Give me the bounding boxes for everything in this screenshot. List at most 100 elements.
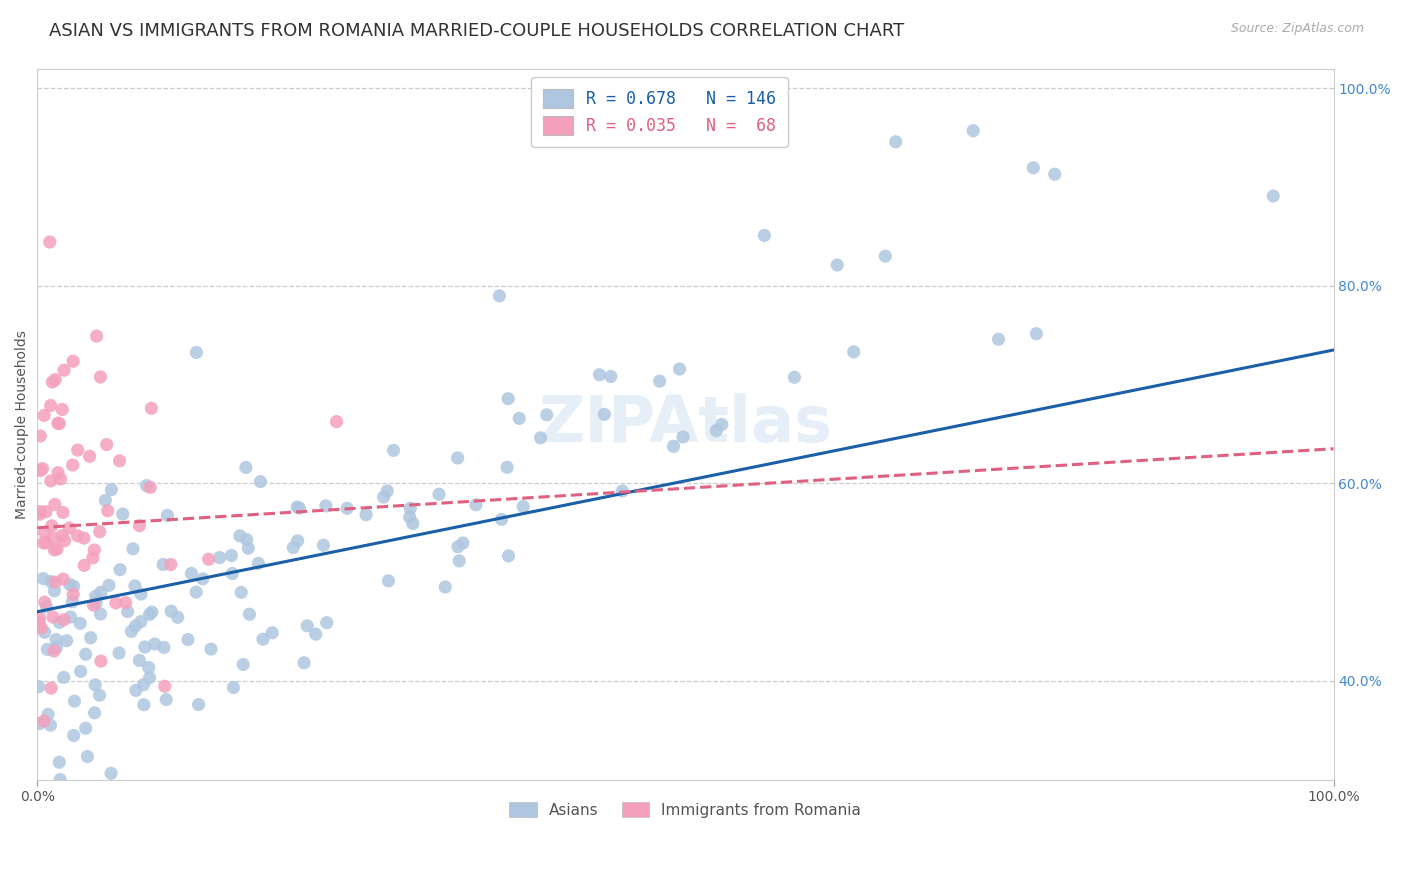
Point xyxy=(124,579,146,593)
Point xyxy=(117,605,139,619)
Point xyxy=(96,437,118,451)
Point xyxy=(28,508,51,522)
Point xyxy=(141,401,163,416)
Point xyxy=(55,633,77,648)
Point xyxy=(842,344,865,359)
Point xyxy=(427,487,450,501)
Point xyxy=(32,536,55,550)
Point xyxy=(31,621,53,635)
Point xyxy=(44,583,66,598)
Point xyxy=(30,429,52,443)
Point xyxy=(754,228,776,243)
Point xyxy=(52,613,75,627)
Point xyxy=(668,362,690,376)
Point xyxy=(1022,161,1045,175)
Point xyxy=(111,507,134,521)
Point xyxy=(451,536,474,550)
Point xyxy=(32,714,55,728)
Point xyxy=(208,550,231,565)
Point xyxy=(89,607,111,621)
Point xyxy=(34,625,56,640)
Point xyxy=(84,596,107,610)
Point xyxy=(66,443,89,458)
Point xyxy=(488,289,510,303)
Point xyxy=(79,631,101,645)
Point xyxy=(285,500,308,514)
Point xyxy=(612,483,634,498)
Point xyxy=(446,450,468,465)
Point xyxy=(28,505,51,519)
Point xyxy=(41,518,63,533)
Point xyxy=(710,417,733,432)
Point xyxy=(51,528,73,542)
Point xyxy=(247,557,270,571)
Point xyxy=(44,575,66,590)
Point xyxy=(152,558,174,572)
Point xyxy=(447,540,470,554)
Point xyxy=(39,718,62,732)
Point xyxy=(464,498,486,512)
Point xyxy=(200,642,222,657)
Point xyxy=(283,541,305,555)
Point xyxy=(160,558,183,572)
Point xyxy=(235,533,257,547)
Point xyxy=(197,552,219,566)
Point xyxy=(125,683,148,698)
Point xyxy=(315,499,337,513)
Point xyxy=(75,721,97,735)
Point xyxy=(186,585,208,599)
Point xyxy=(62,729,84,743)
Point xyxy=(114,596,136,610)
Point xyxy=(79,450,101,464)
Point xyxy=(59,577,82,591)
Point xyxy=(354,508,377,522)
Point xyxy=(129,587,152,601)
Point xyxy=(138,607,160,622)
Point xyxy=(97,504,120,518)
Point xyxy=(292,656,315,670)
Point xyxy=(38,235,60,249)
Point xyxy=(139,480,162,494)
Point xyxy=(399,501,422,516)
Point xyxy=(44,542,66,557)
Point xyxy=(108,646,131,660)
Point xyxy=(221,549,243,563)
Point xyxy=(100,766,122,780)
Point xyxy=(825,258,848,272)
Point xyxy=(262,625,284,640)
Point xyxy=(156,508,179,523)
Point xyxy=(90,654,112,668)
Point xyxy=(336,501,359,516)
Point xyxy=(63,694,86,708)
Legend: Asians, Immigrants from Romania: Asians, Immigrants from Romania xyxy=(502,794,869,825)
Point xyxy=(1263,189,1285,203)
Point xyxy=(39,474,62,488)
Point xyxy=(512,500,534,514)
Point xyxy=(62,458,84,472)
Point xyxy=(34,595,56,609)
Point xyxy=(288,501,311,516)
Point xyxy=(49,772,72,787)
Point xyxy=(295,619,318,633)
Point xyxy=(82,598,104,612)
Point xyxy=(132,678,155,692)
Point xyxy=(28,680,51,694)
Point xyxy=(37,707,59,722)
Point xyxy=(398,510,420,524)
Point xyxy=(45,632,67,647)
Point xyxy=(53,533,76,548)
Point xyxy=(186,345,208,359)
Point xyxy=(42,531,65,545)
Point xyxy=(508,411,530,425)
Point xyxy=(42,610,65,624)
Point xyxy=(238,541,260,556)
Point xyxy=(160,604,183,618)
Point xyxy=(122,541,145,556)
Point xyxy=(32,409,55,423)
Point xyxy=(44,644,66,658)
Point xyxy=(449,554,471,568)
Point xyxy=(987,332,1010,346)
Point xyxy=(155,692,177,706)
Point xyxy=(51,402,73,417)
Point xyxy=(287,533,309,548)
